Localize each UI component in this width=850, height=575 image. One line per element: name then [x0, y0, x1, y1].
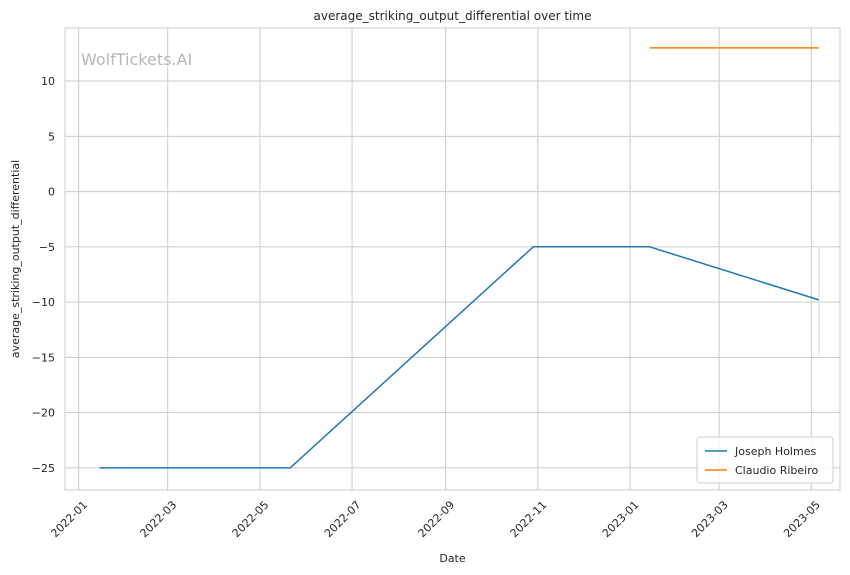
x-tick-label: 2022-03	[138, 498, 180, 540]
x-tick-label: 2022-05	[230, 498, 272, 540]
x-tick-label: 2023-03	[689, 498, 731, 540]
legend: Joseph Holmes Claudio Ribeiro	[696, 436, 834, 484]
x-tick-label: 2022-01	[48, 498, 90, 540]
y-tick-label: −15	[32, 351, 55, 364]
y-tick-label: −25	[32, 462, 55, 475]
x-tick-label: 2022-09	[416, 498, 458, 540]
x-tick-label: 2022-07	[322, 498, 364, 540]
y-tick-label: −20	[32, 407, 55, 420]
plot-area	[64, 27, 841, 491]
watermark: WolfTickets.AI	[81, 50, 192, 69]
legend-label-0: Joseph Holmes	[734, 445, 816, 458]
y-tick-label: 10	[41, 75, 55, 88]
y-tick-label: −10	[32, 296, 55, 309]
y-tick-label: 0	[48, 186, 55, 199]
legend-box	[696, 436, 834, 484]
legend-label-1: Claudio Ribeiro	[735, 464, 819, 477]
grid	[65, 28, 840, 490]
x-tick-label: 2022-11	[508, 498, 550, 540]
x-tick-label: 2023-05	[781, 498, 823, 540]
series-line-0	[99, 246, 820, 469]
y-axis: 10 5 0 −5 −10 −15 −20 −25	[32, 75, 55, 475]
y-axis-title: average_striking_output_differential	[9, 160, 22, 358]
y-tick-label: 5	[48, 130, 55, 143]
x-axis-title: Date	[439, 552, 466, 565]
chart-title: average_striking_output_differential ove…	[314, 9, 592, 23]
x-axis: 2022-01 2022-03 2022-05 2022-07 2022-09 2022-…	[48, 498, 822, 540]
y-tick-label: −5	[39, 241, 55, 254]
series-layer	[99, 47, 820, 469]
x-tick-label: 2023-01	[600, 498, 642, 540]
